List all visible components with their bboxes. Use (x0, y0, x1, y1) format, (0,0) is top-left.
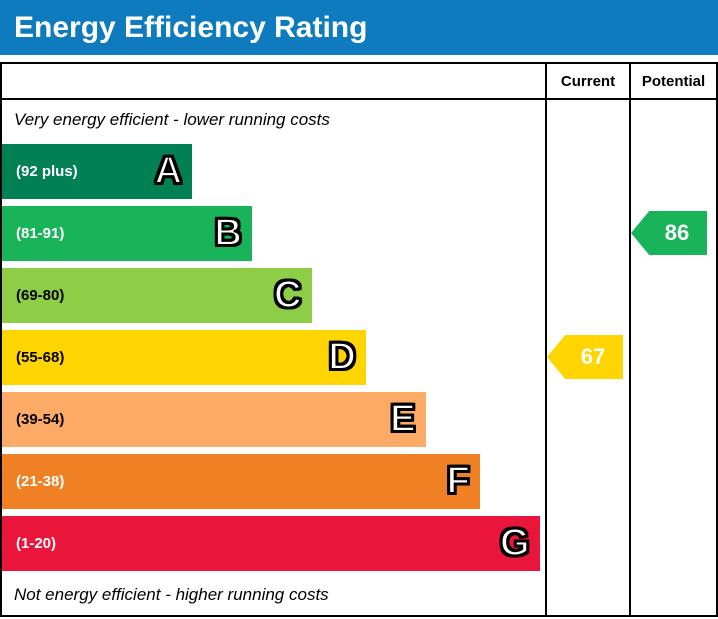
band-range-label: (69-80) (16, 286, 65, 304)
potential-column-spacer-top (629, 100, 716, 140)
band-cell: (55-68) D (2, 326, 545, 388)
potential-cell: 86 (629, 202, 716, 264)
band-row: (69-80) C (2, 264, 716, 326)
band-cell: (39-54) E (2, 388, 545, 450)
band-range-label: (81-91) (16, 224, 65, 242)
band-letter: B (213, 212, 242, 254)
potential-cell (629, 388, 716, 450)
potential-cell (629, 264, 716, 326)
band-bar: (21-38) F (2, 453, 480, 509)
top-note-row: Very energy efficient - lower running co… (2, 100, 716, 140)
band-row: (92 plus) A (2, 140, 716, 202)
potential-rating-arrow: 86 (631, 211, 707, 255)
band-row: (39-54) E (2, 388, 716, 450)
band-letter: C (273, 274, 302, 316)
epc-chart: Current Potential Very energy efficient … (0, 62, 718, 617)
potential-column-spacer-bottom (629, 574, 716, 615)
band-cell: (69-80) C (2, 264, 545, 326)
potential-cell (629, 512, 716, 574)
band-row: (1-20) G (2, 512, 716, 574)
current-cell (545, 202, 629, 264)
top-note: Very energy efficient - lower running co… (14, 110, 330, 129)
band-range-label: (1-20) (16, 534, 57, 552)
band-bar: (55-68) D (2, 329, 366, 385)
potential-column-header: Potential (629, 64, 716, 98)
current-column-spacer-bottom (545, 574, 629, 615)
current-rating-arrow: 67 (547, 335, 623, 379)
band-letter: F (446, 460, 471, 502)
bands-container: (92 plus) A (81-91) B 86 (69-80) C (55-6… (2, 140, 716, 574)
band-bar: (69-80) C (2, 267, 312, 323)
bottom-note-row: Not energy efficient - higher running co… (2, 574, 716, 615)
band-bar: (92 plus) A (2, 143, 193, 199)
current-cell (545, 450, 629, 512)
band-row: (21-38) F (2, 450, 716, 512)
band-range-label: (21-38) (16, 472, 65, 490)
band-letter: E (389, 398, 416, 440)
band-range-label: (39-54) (16, 410, 65, 428)
potential-cell (629, 140, 716, 202)
current-column-spacer-top (545, 100, 629, 140)
header-row: Current Potential (2, 64, 716, 100)
current-cell (545, 388, 629, 450)
band-bar: (81-91) B (2, 205, 252, 261)
current-cell (545, 512, 629, 574)
band-letter: A (154, 150, 183, 192)
current-column-header: Current (545, 64, 629, 98)
band-letter: D (327, 336, 356, 378)
band-range-label: (92 plus) (16, 162, 78, 180)
potential-cell (629, 326, 716, 388)
band-row: (55-68) D 67 (2, 326, 716, 388)
header-spacer (2, 64, 545, 98)
band-cell: (92 plus) A (2, 140, 545, 202)
band-row: (81-91) B 86 (2, 202, 716, 264)
band-bar: (1-20) G (2, 515, 540, 571)
potential-cell (629, 450, 716, 512)
band-bar: (39-54) E (2, 391, 426, 447)
band-range-label: (55-68) (16, 348, 65, 366)
current-cell: 67 (545, 326, 629, 388)
band-cell: (1-20) G (2, 512, 545, 574)
band-cell: (21-38) F (2, 450, 545, 512)
band-letter: G (499, 522, 531, 564)
title-bar: Energy Efficiency Rating (0, 0, 718, 55)
current-cell (545, 264, 629, 326)
band-cell: (81-91) B (2, 202, 545, 264)
current-cell (545, 140, 629, 202)
bottom-note: Not energy efficient - higher running co… (14, 584, 329, 604)
page-title: Energy Efficiency Rating (14, 10, 368, 44)
